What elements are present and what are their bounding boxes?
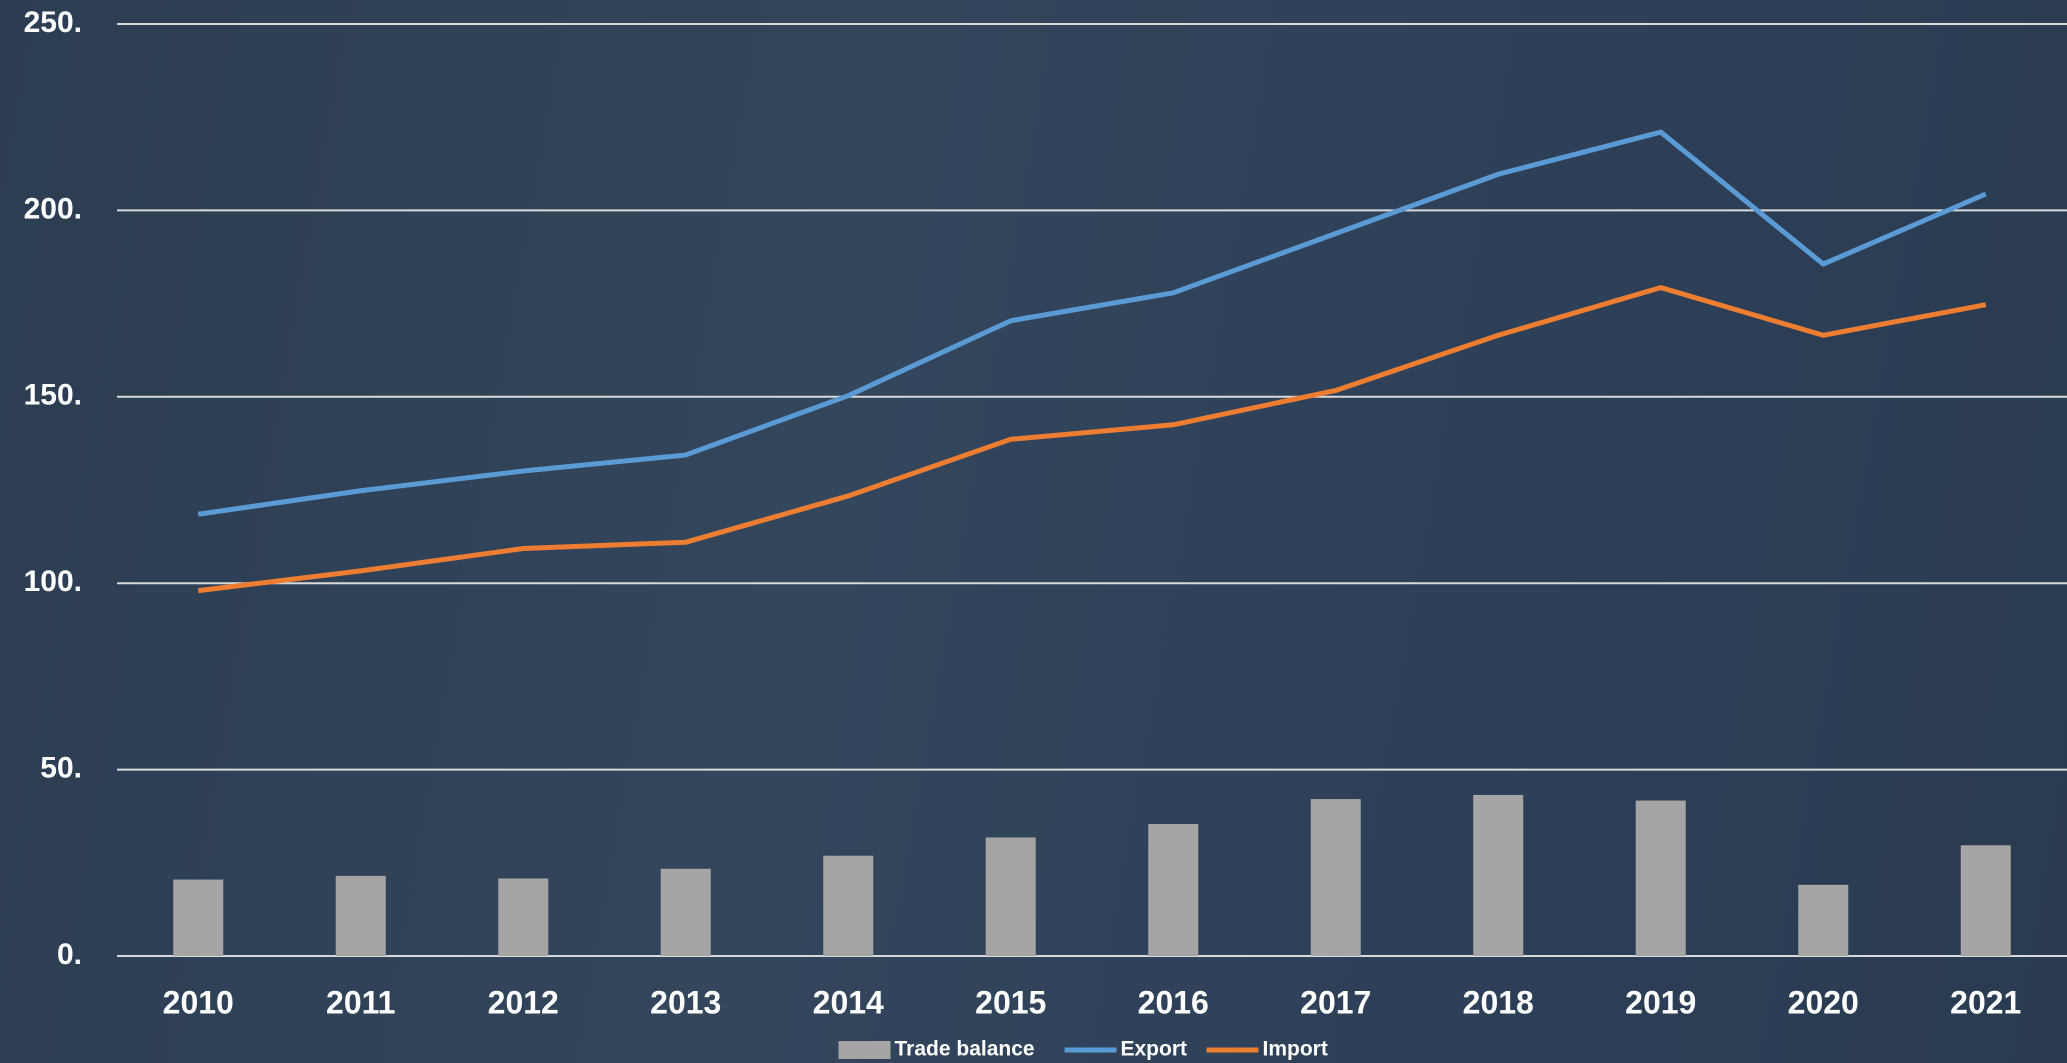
legend-label: Export	[1121, 1038, 1188, 1061]
x-tick-label: 2016	[1138, 984, 1209, 1020]
legend-label: Trade balance	[895, 1038, 1035, 1061]
x-tick-label: 2013	[650, 984, 721, 1020]
x-tick-label: 2019	[1625, 984, 1696, 1020]
bar	[336, 876, 386, 956]
x-tick-label: 2014	[813, 984, 884, 1020]
x-tick-label: 2010	[163, 984, 234, 1020]
x-tick-label: 2017	[1300, 984, 1371, 1020]
chart: 0. 50. 100. 150. 200. 250. 2010 2011 2012 2013 201…	[0, 0, 2067, 1063]
y-tick-label: 250.	[24, 6, 82, 39]
page: 0. 50. 100. 150. 200. 250. 2010 2011 2012 2013 201…	[0, 0, 2067, 1063]
line	[198, 288, 1986, 591]
bar	[1636, 801, 1686, 956]
y-tick-label: 0.	[57, 938, 82, 971]
bar	[1473, 795, 1523, 956]
legend-swatch	[839, 1041, 891, 1059]
bar	[1798, 885, 1848, 956]
x-tick-label: 2015	[975, 984, 1046, 1020]
x-tick-label: 2012	[488, 984, 559, 1020]
bar	[173, 880, 223, 956]
y-tick-label: 150.	[24, 379, 82, 412]
line	[198, 132, 1986, 514]
x-tick-label: 2018	[1463, 984, 1534, 1020]
bar	[986, 837, 1036, 956]
x-tick-label: 2011	[326, 984, 395, 1020]
bar	[1311, 799, 1361, 956]
x-tick-label: 2020	[1788, 984, 1859, 1020]
y-tick-label: 100.	[24, 565, 82, 598]
bar	[823, 856, 873, 956]
bar	[498, 878, 548, 956]
x-tick-label: 2021	[1950, 984, 2021, 1020]
legend-label: Import	[1263, 1038, 1328, 1061]
bar	[661, 869, 711, 956]
bar	[1148, 824, 1198, 956]
y-tick-label: 200.	[24, 192, 82, 225]
bar	[1961, 845, 2011, 956]
y-tick-label: 50.	[40, 752, 82, 785]
